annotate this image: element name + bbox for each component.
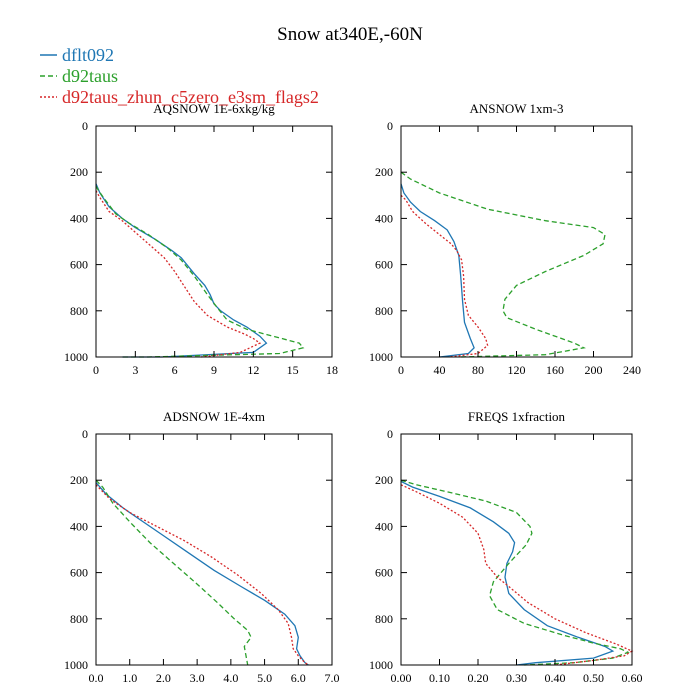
y-tick-label: 1000 xyxy=(369,658,393,672)
panel-3: FREQS 1xfraction 0.00 0.10 0.20 0.30 0.40 0.50… xyxy=(369,409,643,685)
x-tick-label: 5.0 xyxy=(257,671,272,685)
x-tick-label: 3.0 xyxy=(190,671,205,685)
legend-label: d92taus xyxy=(62,66,118,86)
series-line-0 xyxy=(95,482,309,666)
y-tick-label: 800 xyxy=(70,304,88,318)
y-tick-label: 600 xyxy=(70,258,88,272)
y-tick-label: 1000 xyxy=(369,350,393,364)
y-tick-label: 200 xyxy=(375,165,393,179)
x-tick-label: 160 xyxy=(546,363,564,377)
y-tick-label: 800 xyxy=(70,612,88,626)
x-tick-label: 2.0 xyxy=(156,671,171,685)
panel-title: AQSNOW 1E-6xkg/kg xyxy=(153,101,275,116)
x-tick-label: 120 xyxy=(508,363,526,377)
y-tick-label: 0 xyxy=(387,427,393,441)
legend: dflt092 d92taus d92taus_zhun_c5zero_e3sm… xyxy=(40,45,319,107)
y-tick-label: 800 xyxy=(375,304,393,318)
y-tick-label: 400 xyxy=(70,519,88,533)
x-tick-label: 0 xyxy=(93,363,99,377)
plot-frame xyxy=(400,125,633,358)
x-tick-label: 4.0 xyxy=(223,671,238,685)
y-tick-label: 0 xyxy=(82,119,88,133)
x-tick-label: 0.10 xyxy=(429,671,450,685)
x-tick-label: 6.0 xyxy=(291,671,306,685)
y-tick-label: 0 xyxy=(82,427,88,441)
panels: AQSNOW 1E-6xkg/kg0 3 6 9 12 15 180200400600800… xyxy=(64,101,643,685)
x-tick-label: 15 xyxy=(287,363,299,377)
y-tick-label: 600 xyxy=(375,258,393,272)
legend-entry-d92taus-zhun: d92taus_zhun_c5zero_e3sm_flags2 xyxy=(40,87,319,107)
x-tick-label: 40 xyxy=(434,363,446,377)
x-tick-label: 0 xyxy=(398,363,404,377)
panel-1: ANSNOW 1xm-3 0 40 80 120 160 200 240 0 200 400 600 8… xyxy=(369,101,641,377)
x-tick-label: 240 xyxy=(623,363,641,377)
x-tick-label: 0.40 xyxy=(545,671,566,685)
plot-frame xyxy=(95,125,333,358)
y-tick-label: 200 xyxy=(375,473,393,487)
y-tick-label: 400 xyxy=(375,519,393,533)
x-tick-label: 80 xyxy=(472,363,484,377)
series-line-2 xyxy=(95,484,309,666)
legend-label: dflt092 xyxy=(62,45,114,65)
x-tick-label: 1.0 xyxy=(122,671,137,685)
series-line-2 xyxy=(95,190,262,358)
y-tick-label: 400 xyxy=(70,211,88,225)
plot-frame xyxy=(400,433,633,666)
panel-title: ADSNOW 1E-4xm xyxy=(163,409,265,424)
x-tick-label: 0.00 xyxy=(391,671,412,685)
x-tick-label: 0.60 xyxy=(622,671,643,685)
panel-title: ANSNOW 1xm-3 xyxy=(469,101,563,116)
series-line-1 xyxy=(95,185,305,358)
y-tick-label: 1000 xyxy=(64,350,88,364)
series-line-2 xyxy=(400,484,634,666)
x-tick-label: 3 xyxy=(132,363,138,377)
series-line-2 xyxy=(400,194,489,358)
x-tick-label: 12 xyxy=(247,363,259,377)
x-tick-label: 0.20 xyxy=(468,671,489,685)
x-tick-label: 0.0 xyxy=(89,671,104,685)
x-tick-label: 200 xyxy=(585,363,603,377)
y-tick-label: 600 xyxy=(375,566,393,580)
plot-frame xyxy=(95,433,333,666)
panel-0: AQSNOW 1E-6xkg/kg 0 3 6 9 12 15 18 0 200 400 600 800… xyxy=(64,101,338,377)
y-tick-label: 800 xyxy=(375,612,393,626)
series-line-0 xyxy=(400,480,615,666)
series-line-1 xyxy=(400,479,630,666)
y-tick-label: 1000 xyxy=(64,658,88,672)
y-tick-label: 0 xyxy=(387,119,393,133)
legend-label: d92taus_zhun_c5zero_e3sm_flags2 xyxy=(62,87,319,107)
x-tick-label: 7.0 xyxy=(325,671,340,685)
series-line-0 xyxy=(95,183,268,358)
panel-2: ADSNOW 1E-4xm 0.0 1.0 2.0 3.0 4.0 5.0 6.0 7.0 0 20… xyxy=(64,409,340,685)
y-tick-label: 400 xyxy=(375,211,393,225)
x-tick-label: 9 xyxy=(211,363,217,377)
x-tick-label: 18 xyxy=(326,363,338,377)
figure-title: Snow at340E,-60N xyxy=(277,24,423,45)
x-tick-label: 0.30 xyxy=(506,671,527,685)
series-line-1 xyxy=(400,171,606,358)
panel-title: FREQS 1xfraction xyxy=(468,409,566,424)
series-line-1 xyxy=(95,479,252,666)
y-tick-label: 600 xyxy=(70,566,88,580)
y-tick-label: 200 xyxy=(70,473,88,487)
legend-entry-dflt092: dflt092 xyxy=(40,45,114,65)
x-tick-label: 6 xyxy=(172,363,178,377)
y-tick-label: 200 xyxy=(70,165,88,179)
x-tick-label: 0.50 xyxy=(583,671,604,685)
legend-entry-d92taus: d92taus xyxy=(40,66,118,86)
